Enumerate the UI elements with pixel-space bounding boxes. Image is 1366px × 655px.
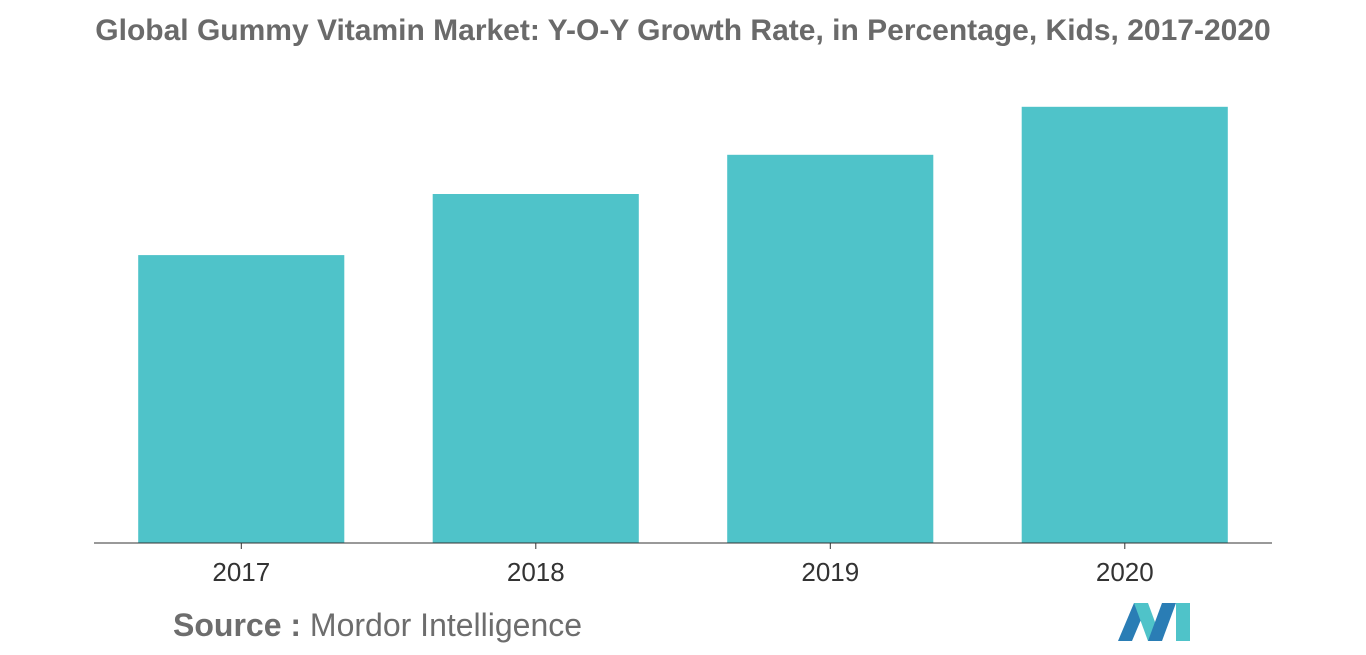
ticks-layer: 2017 2018 2019 2020 — [212, 543, 1154, 587]
mordor-intelligence-logo-icon — [1118, 603, 1190, 641]
bar-2020 — [1021, 106, 1228, 544]
source-label: Source : — [173, 607, 302, 643]
chart-title: Global Gummy Vitamin Market: Y-O-Y Growt… — [95, 14, 1271, 47]
bar-2017 — [138, 255, 345, 543]
x-tick-label: 2019 — [801, 557, 859, 587]
bar-chart: 2017 2018 2019 2020 — [94, 106, 1272, 587]
source-line: Source : Mordor Intelligence — [173, 607, 582, 644]
source-text: Mordor Intelligence — [309, 607, 583, 643]
x-tick-label: 2020 — [1096, 557, 1154, 587]
bar-2019 — [727, 154, 934, 544]
x-tick-label: 2017 — [212, 557, 270, 587]
bars-layer — [138, 106, 1228, 544]
bar-2018 — [432, 194, 639, 543]
x-tick-label: 2018 — [507, 557, 565, 587]
